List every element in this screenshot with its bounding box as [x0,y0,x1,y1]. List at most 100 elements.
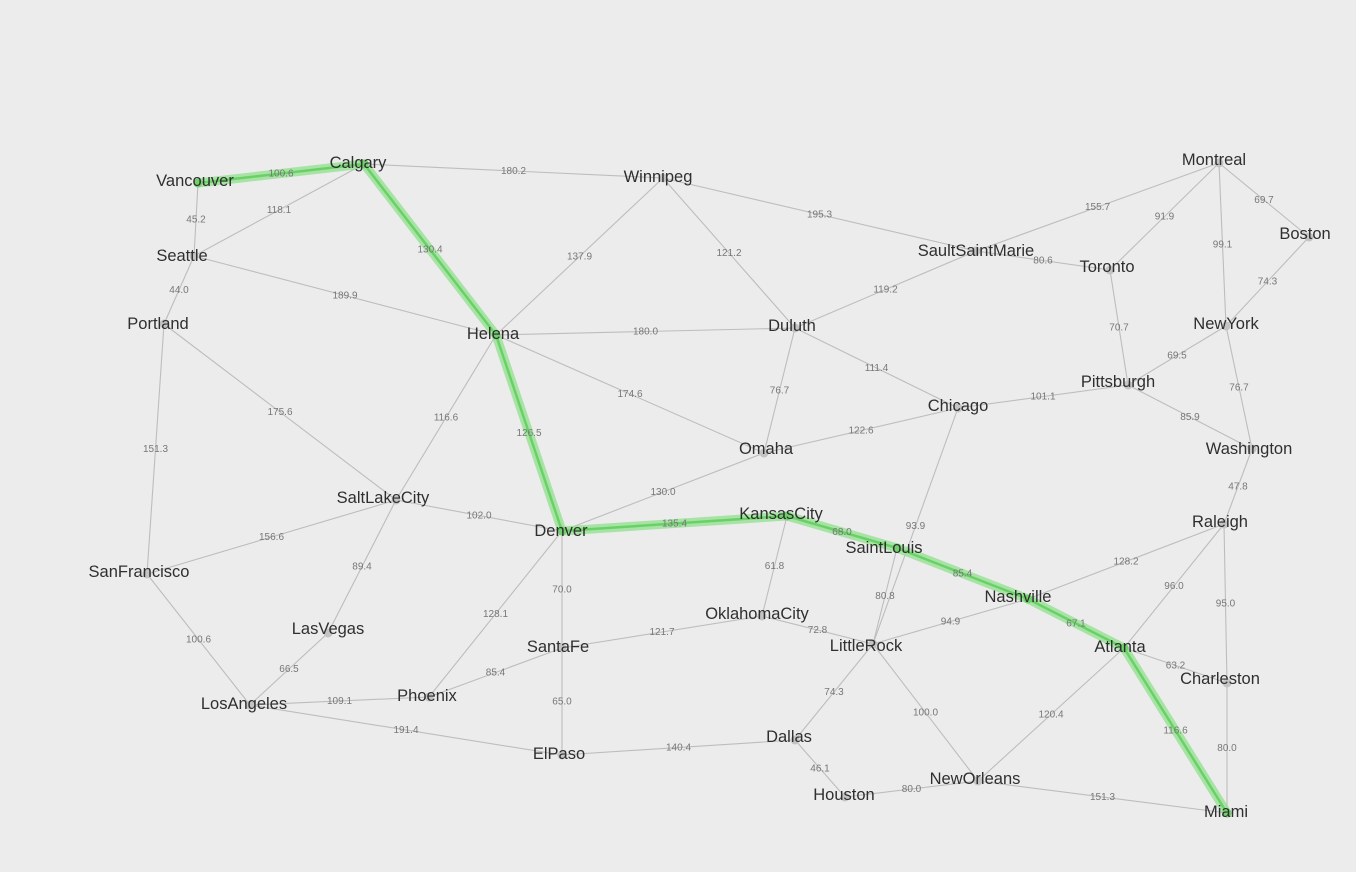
city-node-winnipeg[interactable] [658,173,668,183]
city-label-little-rock: LittleRock [830,637,903,655]
edge-toronto-pittsburgh [1109,269,1129,386]
city-node-nashville[interactable] [1023,594,1033,604]
edge-weight-label: 69.7 [1254,195,1274,206]
edge-little-rock-dallas [794,643,874,741]
city-node-helena[interactable] [491,330,501,340]
city-node-dallas[interactable] [790,735,800,745]
edge-sault-saint-marie-montreal [975,162,1220,252]
edge-weight-label: 175.6 [267,407,292,418]
edge-weight-label: 174.6 [617,389,642,400]
edge-montreal-toronto [1109,162,1220,271]
city-node-little-rock[interactable] [868,639,878,649]
city-node-kansas-city[interactable] [782,511,792,521]
city-node-salt-lake-city[interactable] [391,495,401,505]
city-node-toronto[interactable] [1105,265,1115,275]
city-node-new-york[interactable] [1221,321,1231,331]
edge-winnipeg-sault-saint-marie [662,177,977,252]
edge-weight-label: 72.8 [808,625,828,636]
edge-weight-label: 74.3 [824,687,844,698]
city-node-montreal[interactable] [1214,158,1224,168]
edge-seattle-portland [163,255,195,325]
city-node-seattle[interactable] [189,251,199,261]
city-node-santa-fe[interactable] [557,643,567,653]
city-label-salt-lake-city: SaltLakeCity [337,489,430,507]
city-node-las-vegas[interactable] [323,628,333,638]
edge-oklahoma-city-santa-fe [561,615,763,649]
edge-helena-duluth [495,327,796,336]
city-label-phoenix: Phoenix [397,687,457,705]
city-node-chicago[interactable] [953,403,963,413]
city-nodes-layer [142,158,1314,818]
edge-weight-label: 70.0 [552,585,572,596]
city-node-raleigh[interactable] [1219,519,1229,529]
city-node-saint-louis[interactable] [892,543,902,553]
edge-pittsburgh-chicago [957,384,1129,409]
city-label-washington: Washington [1206,440,1293,458]
city-node-vancouver[interactable] [193,178,203,188]
city-label-boston: Boston [1279,225,1330,243]
edge-raleigh-atlanta [1123,523,1225,649]
city-node-denver[interactable] [557,526,567,536]
city-label-santa-fe: SantaFe [527,638,589,656]
edge-weight-label: 195.3 [807,210,832,221]
city-label-duluth: Duluth [768,317,816,335]
edge-weight-label: 85.4 [486,668,506,679]
city-node-phoenix[interactable] [424,692,434,702]
city-node-pittsburgh[interactable] [1123,380,1133,390]
edge-las-vegas-los-angeles [249,632,329,706]
city-node-boston[interactable] [1304,232,1314,242]
city-node-san-francisco[interactable] [142,569,152,579]
edge-new-york-pittsburgh [1127,325,1227,386]
edge-weight-label: 191.4 [393,725,418,736]
city-node-washington[interactable] [1247,444,1257,454]
city-node-charleston[interactable] [1222,678,1232,688]
city-node-portland[interactable] [159,319,169,329]
city-label-las-vegas: LasVegas [292,620,364,638]
city-node-calgary[interactable] [359,159,369,169]
edge-saint-louis-little-rock [872,547,898,645]
edge-weight-label: 66.5 [279,664,299,675]
edge-weight-label: 80.0 [902,784,922,795]
edge-weight-label: 76.7 [770,386,790,397]
city-label-pittsburgh: Pittsburgh [1081,373,1155,391]
edge-weight-label: 120.4 [1038,710,1063,721]
edge-salt-lake-city-denver [395,499,563,532]
edge-weight-label: 68.0 [832,527,852,538]
city-node-new-orleans[interactable] [973,776,983,786]
edge-weight-label: 80.8 [875,591,895,602]
edge-nashville-little-rock [872,598,1029,645]
city-node-omaha[interactable] [759,448,769,458]
city-node-duluth[interactable] [790,323,800,333]
edge-weight-label: 111.4 [865,363,889,374]
edge-weight-label: 116.6 [434,413,459,424]
edge-duluth-omaha [763,327,796,454]
city-node-oklahoma-city[interactable] [757,611,767,621]
edge-omaha-chicago [763,407,959,454]
edge-montreal-new-york [1218,162,1227,327]
city-label-miami: Miami [1204,803,1248,821]
city-node-los-angeles[interactable] [245,700,255,710]
city-node-miami[interactable] [1222,808,1232,818]
edge-weight-label: 100.0 [913,708,938,719]
edge-weight-label: 85.4 [953,569,973,580]
edge-weight-label: 69.5 [1167,351,1187,362]
edge-calgary-winnipeg [363,163,664,179]
edge-weight-label: 130.4 [417,245,442,256]
edge-weight-label: 89.4 [352,562,372,573]
city-node-atlanta[interactable] [1119,643,1129,653]
edge-weight-label: 140.4 [666,743,691,754]
city-node-el-paso[interactable] [557,750,567,760]
city-label-houston: Houston [813,786,874,804]
edge-weight-label: 45.2 [186,215,206,226]
edge-houston-new-orleans [844,780,979,798]
edge-weight-label: 122.6 [848,426,873,437]
city-node-houston[interactable] [840,792,850,802]
city-node-sault-saint-marie[interactable] [971,246,981,256]
edge-kansas-city-oklahoma-city [761,515,788,617]
city-label-el-paso: ElPaso [533,745,585,763]
edge-denver-phoenix [428,530,563,698]
edge-raleigh-nashville [1027,523,1225,600]
edge-weight-label: 99.1 [1213,240,1233,251]
edge-new-orleans-miami [977,780,1228,814]
city-label-kansas-city: KansasCity [739,505,823,523]
